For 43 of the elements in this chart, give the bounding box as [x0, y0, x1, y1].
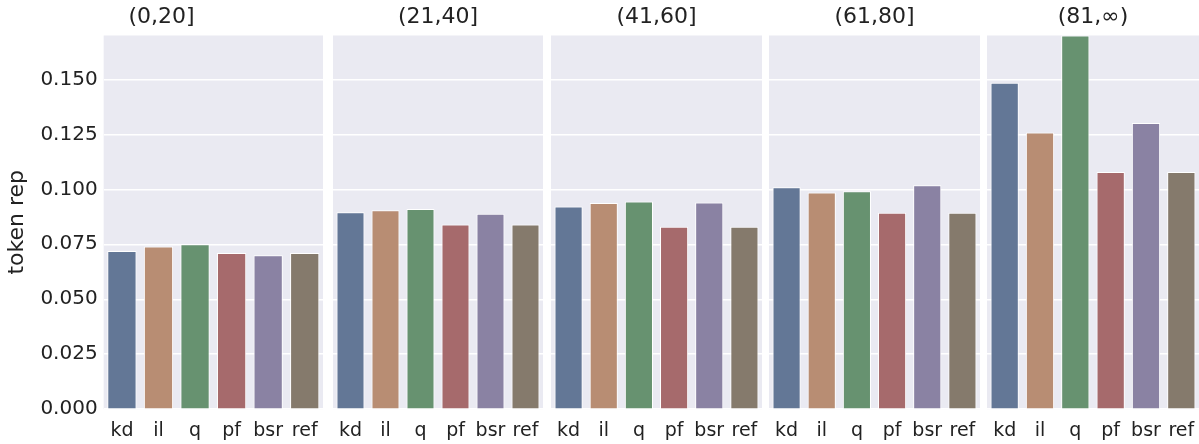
- x-tick-label: kd: [557, 417, 581, 440]
- x-tick-label: ref: [731, 417, 759, 440]
- x-tick-label: pf: [222, 417, 243, 440]
- x-tick-label: kd: [775, 417, 799, 440]
- y-tick-label: 0.025: [40, 340, 98, 365]
- x-tick-label: q: [632, 417, 645, 440]
- x-tick-label: bsr: [1131, 417, 1162, 440]
- x-tick-label: pf: [882, 417, 903, 440]
- x-tick-label: il: [598, 417, 610, 440]
- x-tick-label: ref: [949, 417, 977, 440]
- y-tick-label: 0.100: [40, 175, 98, 200]
- x-tick-label: bsr: [912, 417, 943, 440]
- chart-title: (21,40]: [397, 2, 479, 28]
- x-tick-label: pf: [1101, 417, 1122, 440]
- chart-title: (81,∞): [1057, 2, 1129, 28]
- x-tick-label: ref: [1168, 417, 1196, 440]
- x-tick-label: il: [380, 417, 391, 440]
- x-tick-label: kd: [110, 417, 134, 440]
- y-tick-label: 0.050: [40, 285, 98, 310]
- x-tick-label: kd: [338, 417, 363, 440]
- x-tick-label: bsr: [694, 417, 725, 440]
- x-tick-label: q: [850, 417, 863, 440]
- x-tick-label: q: [189, 417, 202, 440]
- y-tick-label: 0.000: [40, 395, 98, 420]
- x-tick-label: il: [1034, 417, 1046, 440]
- chart-title: (61,80]: [834, 2, 915, 28]
- x-tick-label: q: [414, 417, 427, 440]
- x-tick-label: ref: [291, 417, 319, 440]
- y-tick-label: 0.075: [40, 230, 98, 255]
- x-tick-label: bsr: [475, 417, 506, 440]
- chart-title: (0,20]: [128, 2, 195, 28]
- y-tick-label: 0.150: [40, 65, 98, 90]
- x-tick-label: pf: [446, 417, 467, 440]
- y-axis-title: token rep: [2, 170, 28, 275]
- x-tick-label: il: [153, 417, 164, 440]
- x-tick-label: q: [1069, 417, 1082, 440]
- chart-title: (41,60]: [616, 2, 697, 28]
- x-tick-label: kd: [993, 417, 1017, 440]
- y-tick-label: 0.125: [40, 120, 98, 145]
- x-tick-label: ref: [512, 417, 540, 440]
- x-tick-label: pf: [664, 417, 685, 440]
- x-tick-label: il: [816, 417, 828, 440]
- x-tick-label: bsr: [253, 417, 284, 440]
